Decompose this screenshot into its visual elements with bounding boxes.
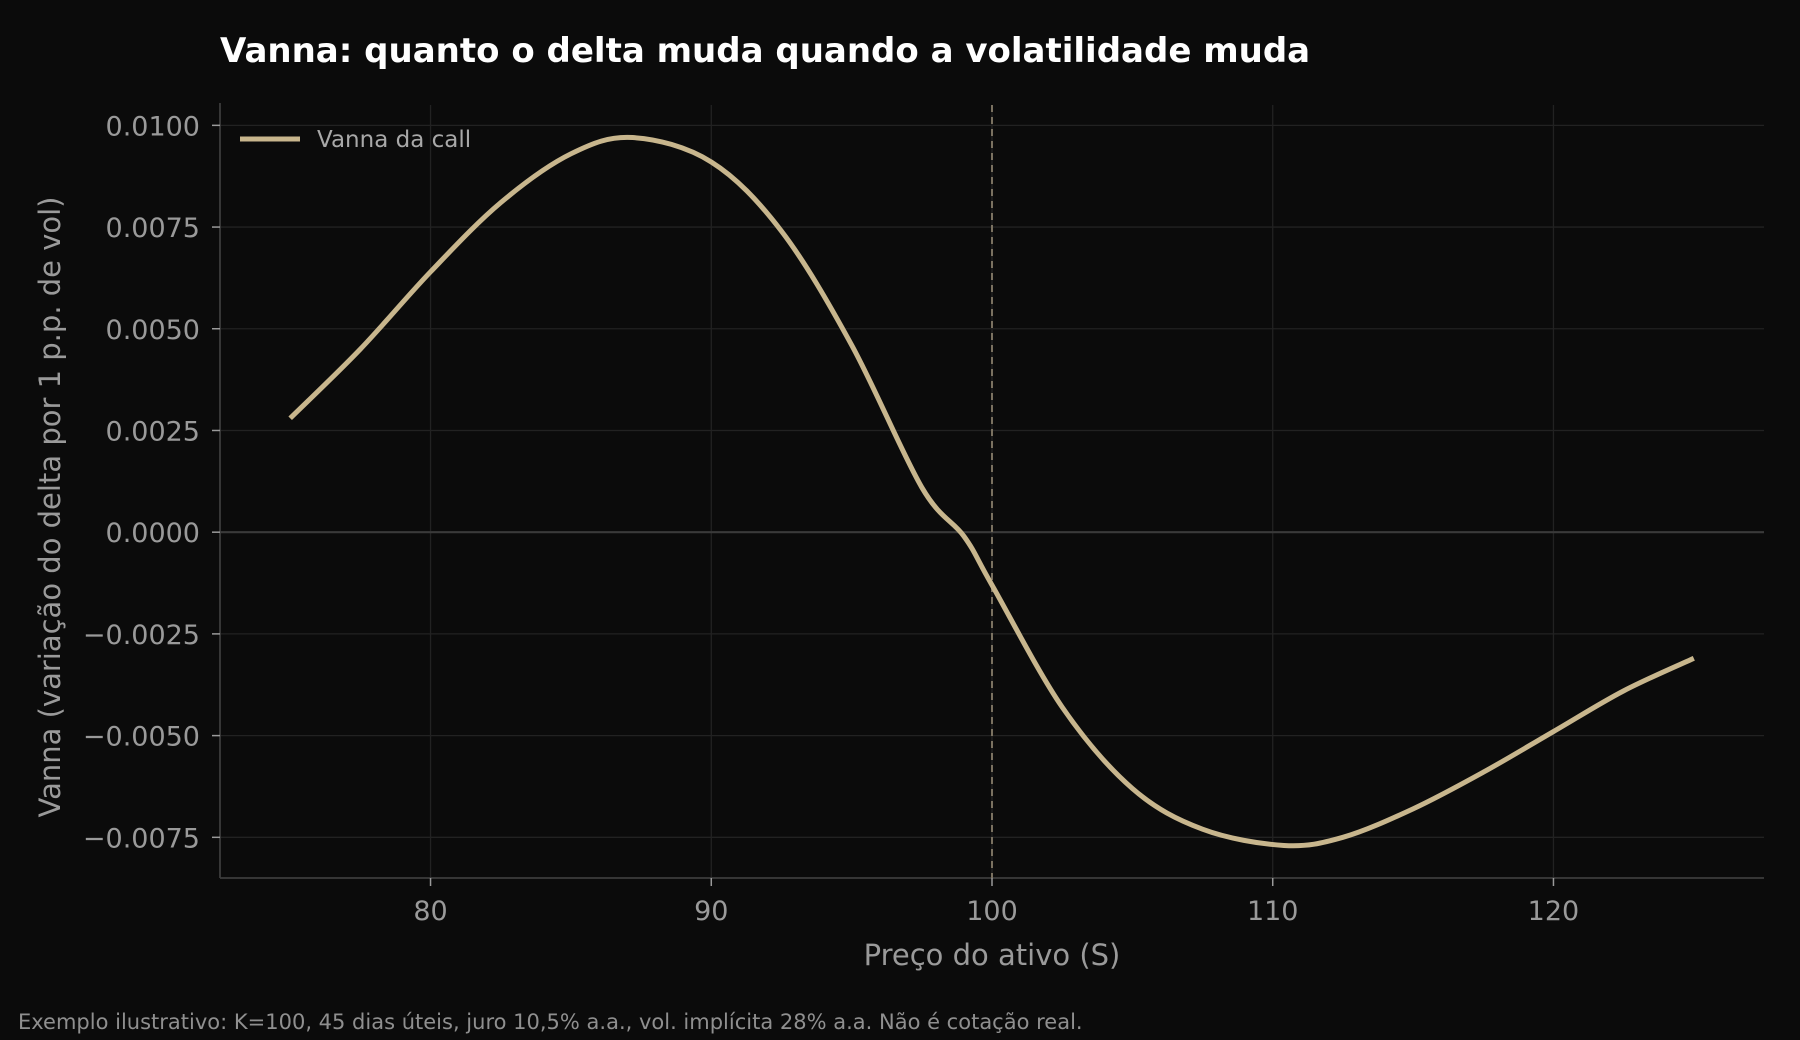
x-tick-label: 80 xyxy=(413,896,447,927)
x-tick-label: 90 xyxy=(694,896,728,927)
legend-label: Vanna da call xyxy=(317,127,471,153)
x-axis-label: Preço do ativo (S) xyxy=(864,938,1121,972)
chart-title: Vanna: quanto o delta muda quando a vola… xyxy=(220,31,1310,71)
x-tick-label: 110 xyxy=(1247,896,1299,927)
y-tick-label: 0.0025 xyxy=(106,416,200,447)
y-tick-label: 0.0050 xyxy=(106,315,200,346)
x-tick-label: 100 xyxy=(966,896,1018,927)
y-tick-label: 0.0000 xyxy=(106,518,200,549)
x-axis-ticks: 80 90 100 110 120 xyxy=(413,878,1579,927)
y-tick-label: −0.0075 xyxy=(83,823,200,854)
series-line xyxy=(288,134,1695,849)
x-tick-label: 120 xyxy=(1528,896,1580,927)
y-tick-label: −0.0025 xyxy=(83,620,200,651)
footnote: Exemplo ilustrativo: K=100, 45 dias útei… xyxy=(18,1010,1083,1034)
y-tick-label: 0.0075 xyxy=(106,213,200,244)
y-tick-label: −0.0050 xyxy=(83,722,200,753)
legend: Vanna da call xyxy=(240,127,471,153)
y-axis-ticks: 0.0100 0.0075 0.0050 0.0025 0.0000 −0.0025 −0.… xyxy=(83,111,220,854)
y-tick-label: 0.0100 xyxy=(106,111,200,142)
series-layer xyxy=(288,134,1695,849)
y-axis-label: Vanna (variação do delta por 1 p.p. de v… xyxy=(33,197,67,818)
